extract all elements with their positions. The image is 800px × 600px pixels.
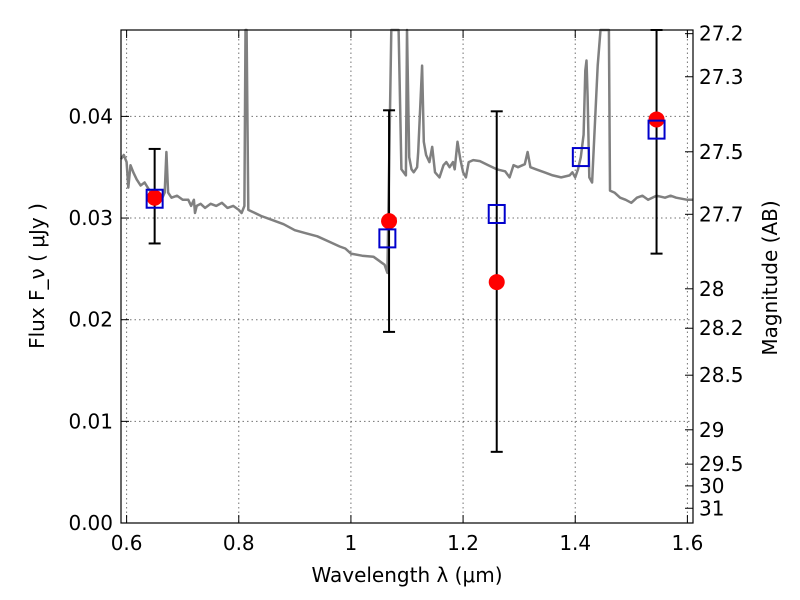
y-tick-label: 0.03 (68, 206, 113, 230)
right-tick-label: 27.2 (699, 22, 744, 46)
right-tick-label: 28.5 (699, 363, 744, 387)
x-tick-label: 1 (345, 531, 358, 555)
data-point-circle (381, 213, 398, 230)
y-tick-label: 0.02 (68, 308, 113, 332)
data-point-circle (146, 189, 163, 206)
x-tick-label: 0.6 (111, 531, 143, 555)
y-tick-label: 0.01 (68, 409, 113, 433)
y-tick-label: 0.04 (68, 104, 113, 128)
model-point-square (571, 147, 590, 168)
axis-ticks: 0.6 0.8 1 1.2 1.4 1.6 0.00 0.01 0.02 0.03 0.04 27.2… (68, 22, 743, 555)
model-spectrum (119, 28, 693, 275)
x-tick-label: 0.8 (223, 531, 255, 555)
right-tick-label: 27.5 (699, 140, 744, 164)
data-markers (145, 111, 666, 291)
x-tick-label: 1.6 (671, 531, 703, 555)
model-point-square (145, 188, 164, 209)
right-tick-label: 29 (699, 418, 724, 442)
right-tick-label: 29.5 (699, 452, 744, 476)
right-tick-label: 30 (699, 474, 724, 498)
right-tick-label: 28.2 (699, 316, 744, 340)
y-tick-label: 0.00 (68, 511, 113, 535)
model-point-square (487, 203, 506, 224)
model-point-square (647, 119, 666, 140)
y-axis-title: Flux F_ν ( μJy ) (25, 203, 49, 349)
right-axis-title: Magnitude (AB) (758, 200, 782, 355)
data-point-circle (648, 111, 665, 128)
right-tick-label: 28 (699, 277, 724, 301)
x-tick-label: 1.2 (447, 531, 479, 555)
right-tick-label: 27.3 (699, 65, 744, 89)
x-tick-label: 1.4 (559, 531, 591, 555)
plot-frame (120, 29, 694, 524)
model-point-square (378, 228, 397, 249)
right-tick-label: 27.7 (699, 202, 744, 226)
right-tick-label: 31 (699, 496, 724, 520)
model-spectrum-line (119, 28, 693, 275)
data-point-circle (488, 274, 505, 291)
x-axis-title: Wavelength λ (μm) (311, 563, 502, 587)
